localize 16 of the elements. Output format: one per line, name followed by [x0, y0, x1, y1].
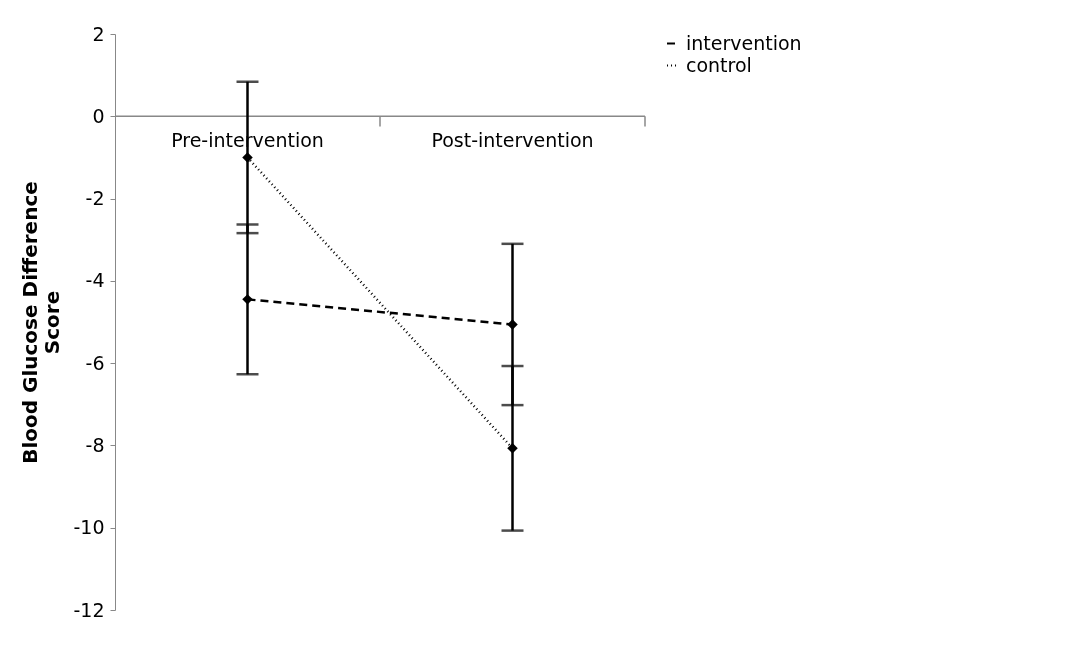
y-tick-label: -4	[85, 269, 105, 292]
y-tick-label: -12	[73, 598, 105, 621]
legend-label: intervention	[686, 31, 802, 54]
y-tick-label: -10	[73, 516, 105, 539]
point	[242, 152, 253, 163]
y-tick-label: 2	[92, 22, 105, 45]
y-axis-title: Blood Glucose Difference Score	[18, 181, 65, 464]
y-tick-label: -6	[85, 351, 105, 374]
point	[507, 319, 518, 330]
y-tick-label: -2	[85, 187, 105, 210]
legend-label: control	[686, 53, 752, 76]
x-tick-label: Post-intervention	[431, 129, 594, 152]
y-tick-label: -8	[85, 433, 105, 456]
y-tick-label: 0	[92, 104, 105, 127]
point	[507, 443, 518, 454]
point	[242, 294, 253, 305]
